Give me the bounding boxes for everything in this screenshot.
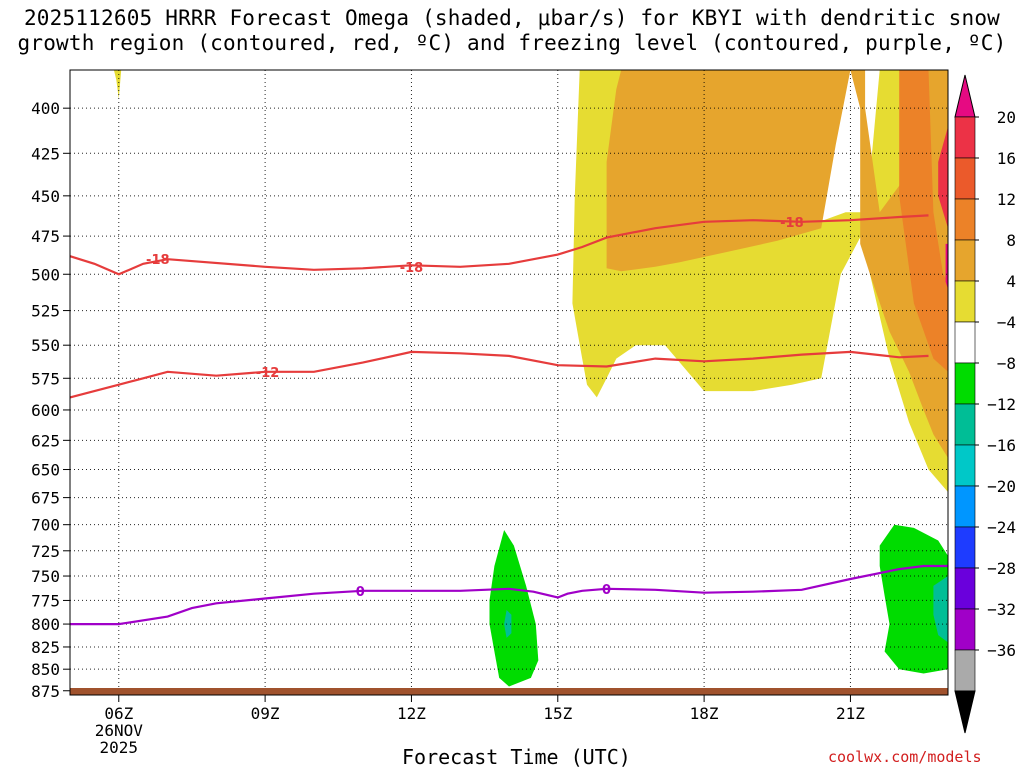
- colorbar-label: −24: [987, 518, 1016, 537]
- x-tick-label: 18Z: [690, 704, 719, 723]
- y-tick-label: 750: [31, 567, 60, 586]
- colorbar-label: 16: [997, 149, 1016, 168]
- y-tick-label: 850: [31, 660, 60, 679]
- colorbar: 20 16 12 8 4 −4 −8 −12 −16 −20 −24 −28 −32 −36: [954, 74, 1016, 734]
- y-tick-label: 725: [31, 542, 60, 561]
- colorbar-label: −28: [987, 559, 1016, 578]
- contour-line-0: [69, 214, 929, 276]
- y-tick-label: 500: [31, 265, 60, 284]
- contour-label: -18: [780, 216, 804, 231]
- y-tick-label: 700: [31, 516, 60, 535]
- y-tick-label: 775: [31, 591, 60, 610]
- y-tick-label: 475: [31, 227, 60, 246]
- colorbar-swatch: [954, 362, 976, 405]
- x-tick-label: 15Z: [543, 704, 572, 723]
- omega-region-2: [899, 70, 948, 372]
- y-tick-label: 400: [31, 99, 60, 118]
- omega-region-9: [933, 576, 948, 643]
- y-tick-label: 575: [31, 369, 60, 388]
- colorbar-label: 20: [997, 108, 1016, 127]
- y-tick-label: 525: [31, 302, 60, 321]
- contour-line-2: [70, 564, 948, 626]
- omega-region-3: [938, 126, 948, 229]
- y-tick-label: 875: [31, 682, 60, 701]
- y-tick-label: 800: [31, 615, 60, 634]
- x-tick-label: 06Z: [104, 704, 133, 723]
- colorbar-swatch: [954, 321, 976, 364]
- x-tick-label: 09Z: [251, 704, 280, 723]
- y-tick-label: 425: [31, 144, 60, 163]
- colorbar-label: −20: [987, 477, 1016, 496]
- credit-link[interactable]: coolwx.com/models: [828, 748, 982, 766]
- colorbar-swatch: [954, 526, 976, 569]
- temperature-contours: -18 -18 -18 -12 0 0: [69, 214, 948, 695]
- colorbar-swatch: [954, 157, 976, 200]
- colorbar-swatch: [954, 485, 976, 528]
- colorbar-swatch: [954, 116, 976, 159]
- title-line-1: 2025112605 HRRR Forecast Omega (shaded, …: [23, 6, 1001, 30]
- y-tick-label: 600: [31, 401, 60, 420]
- colorbar-label: −32: [987, 600, 1016, 619]
- contour-label: -18: [146, 253, 170, 268]
- colorbar-label: −16: [987, 436, 1016, 455]
- colorbar-swatch: [954, 608, 976, 651]
- contour-line-1: [69, 350, 929, 399]
- omega-region-5: [113, 70, 122, 99]
- x-tick-year: 2025: [100, 738, 139, 757]
- title-line-2: growth region (contoured, red, ºC) and f…: [17, 31, 1007, 55]
- omega-region-8: [879, 524, 948, 674]
- colorbar-label: 4: [1006, 272, 1016, 291]
- y-tick-label: 675: [31, 489, 60, 508]
- colorbar-swatch: [954, 649, 976, 692]
- colorbar-swatch: [954, 198, 976, 241]
- y-tick-label: 450: [31, 187, 60, 206]
- colorbar-swatch: [954, 239, 976, 282]
- y-tick-label: 650: [31, 461, 60, 480]
- y-tick-label: 550: [31, 336, 60, 355]
- omega-region-7: [504, 610, 512, 638]
- colorbar-top-arrow: [954, 74, 976, 118]
- contour-label: 0: [602, 583, 611, 598]
- colorbar-swatch: [954, 567, 976, 610]
- colorbar-swatch: [954, 280, 976, 323]
- x-tick-label: 12Z: [397, 704, 426, 723]
- contour-label: 0: [356, 585, 365, 600]
- y-tick-label: 625: [31, 431, 60, 450]
- colorbar-swatch: [954, 403, 976, 446]
- plot-frame: [69, 69, 949, 696]
- colorbar-label: −12: [987, 395, 1016, 414]
- x-axis-label: Forecast Time (UTC): [402, 745, 631, 769]
- colorbar-label: 12: [997, 190, 1016, 209]
- contour-label: -12: [256, 366, 280, 381]
- colorbar-bottom-arrow: [954, 690, 976, 734]
- colorbar-label: −4: [997, 313, 1016, 332]
- colorbar-label: 8: [1006, 231, 1016, 250]
- chart-title: 2025112605 HRRR Forecast Omega (shaded, …: [0, 6, 1024, 56]
- colorbar-label: −36: [987, 641, 1016, 660]
- x-tick-label: 21Z: [836, 704, 865, 723]
- contour-label: -18: [400, 261, 424, 276]
- omega-region-1: [606, 70, 948, 458]
- omega-region-4: [945, 243, 948, 289]
- colorbar-swatch: [954, 444, 976, 487]
- y-axis: 400 425 450 475 500 525 550 575 600 625 650 675 700 7…: [31, 99, 70, 701]
- y-tick-label: 825: [31, 638, 60, 657]
- terrain-strip: [70, 688, 948, 695]
- colorbar-label: −8: [997, 354, 1016, 373]
- x-tick-date: 26NOV: [95, 721, 144, 740]
- terrain-band: [70, 688, 948, 695]
- omega-region-6: [489, 530, 539, 687]
